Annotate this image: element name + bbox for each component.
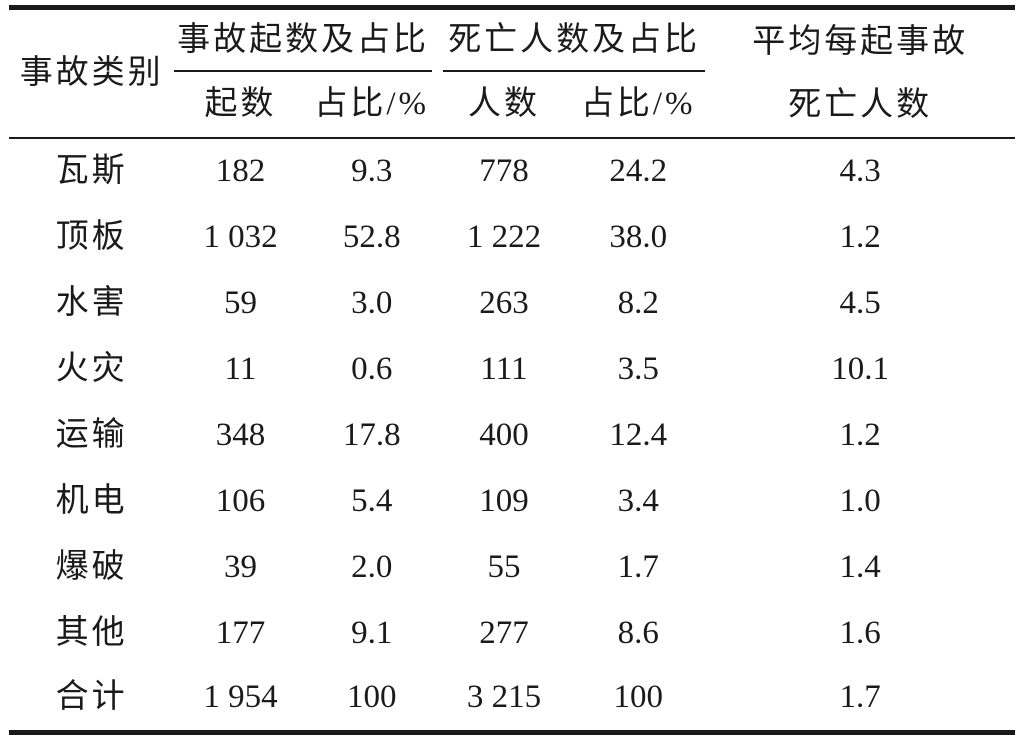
header-avg-line1: 平均每起事故 (752, 23, 969, 60)
cell-deaths-pct: 8.6 (617, 614, 659, 651)
cell-count-pct: 9.3 (351, 153, 393, 189)
cell-count: 39 (223, 548, 257, 585)
cell-avg: 1.2 (839, 416, 881, 453)
cell-deaths: 778 (479, 153, 529, 189)
header-category: 事故类别 (9, 7, 175, 139)
subheader-death-count: 人数 (436, 72, 572, 139)
cell-deaths-pct: 24.2 (609, 153, 668, 189)
header-avg-line2: 死亡人数 (788, 86, 933, 123)
cell-count-pct: 9.1 (351, 614, 393, 651)
cell-count: 1 032 (203, 218, 278, 255)
table-header: 事故类别 事故起数及占比 死亡人数及占比 平均每起事故 死亡人数 起数 占比/%… (9, 7, 1015, 139)
table-row: 爆破 39 2.0 55 1.7 1.4 (9, 534, 1015, 600)
cell-avg: 10.1 (831, 350, 890, 387)
cell-category: 爆破 (55, 548, 128, 585)
cell-count-pct: 52.8 (342, 218, 401, 255)
cell-deaths: 3 215 (466, 679, 542, 716)
table-row: 火灾 11 0.6 111 3.5 10.1 (9, 336, 1015, 402)
cell-category: 水害 (55, 284, 128, 321)
cell-deaths-pct: 3.4 (617, 482, 659, 519)
cell-avg: 1.4 (839, 548, 881, 585)
cell-avg: 1.7 (839, 679, 881, 716)
cell-count: 106 (215, 482, 266, 519)
cell-deaths: 263 (479, 284, 529, 321)
cell-category: 顶板 (55, 218, 128, 255)
cell-count-pct: 17.8 (342, 416, 401, 453)
cell-deaths: 111 (480, 350, 528, 387)
cell-count: 59 (223, 284, 257, 321)
header-group-accidents: 事故起数及占比 (174, 8, 437, 72)
header-group-deaths-label: 死亡人数及占比 (448, 21, 700, 58)
cell-deaths: 277 (479, 614, 529, 651)
cell-count: 1 954 (203, 679, 278, 716)
cell-count: 177 (215, 614, 266, 651)
cell-count: 348 (215, 416, 266, 453)
accident-statistics-table: 事故类别 事故起数及占比 死亡人数及占比 平均每起事故 死亡人数 起数 占比/%… (9, 5, 1015, 735)
cell-count-pct: 5.4 (351, 482, 393, 519)
cell-count-pct: 100 (346, 679, 397, 716)
cell-avg: 4.3 (839, 153, 881, 189)
table-row: 顶板 1 032 52.8 1 222 38.0 1.2 (9, 204, 1015, 270)
header-avg-deaths-per-accident: 平均每起事故 死亡人数 (705, 7, 1015, 139)
cell-avg: 1.2 (839, 218, 881, 255)
table-row: 瓦斯 182 9.3 778 24.2 4.3 (9, 138, 1015, 204)
cell-count-pct: 2.0 (351, 548, 393, 585)
cell-avg: 1.0 (839, 482, 881, 519)
cell-avg: 4.5 (839, 284, 881, 321)
cell-deaths: 109 (479, 482, 529, 519)
table-row: 其他 177 9.1 277 8.6 1.6 (9, 600, 1015, 666)
cell-deaths-pct: 38.0 (609, 218, 668, 255)
table-body: 瓦斯 182 9.3 778 24.2 4.3 顶板 1 032 52.8 1 … (9, 138, 1015, 732)
cell-deaths: 1 222 (466, 218, 542, 255)
cell-category: 其他 (55, 614, 128, 651)
table-row: 运输 348 17.8 400 12.4 1.2 (9, 402, 1015, 468)
header-group-deaths: 死亡人数及占比 (437, 8, 706, 72)
cell-category: 机电 (55, 482, 128, 519)
cell-count: 182 (215, 153, 266, 189)
cell-category: 运输 (55, 416, 128, 453)
subheader-death-pct: 占比/% (571, 72, 706, 139)
header-group-accidents-label: 事故起数及占比 (177, 21, 429, 58)
cell-count-pct: 3.0 (351, 284, 393, 321)
table-row-total: 合计 1 954 100 3 215 100 1.7 (9, 666, 1015, 732)
subheader-accident-count: 起数 (174, 72, 307, 139)
table-row: 机电 106 5.4 109 3.4 1.0 (9, 468, 1015, 534)
cell-deaths: 400 (479, 416, 529, 453)
cell-deaths-pct: 3.5 (617, 350, 659, 387)
cell-category: 瓦斯 (55, 153, 128, 189)
cell-deaths-pct: 8.2 (617, 284, 659, 321)
subheader-accident-pct: 占比/% (306, 72, 437, 139)
cell-avg: 1.6 (839, 614, 881, 651)
table-row: 水害 59 3.0 263 8.2 4.5 (9, 270, 1015, 336)
cell-category: 合计 (55, 679, 128, 716)
cell-deaths-pct: 1.7 (617, 548, 659, 585)
cell-deaths-pct: 12.4 (609, 416, 668, 453)
cell-deaths: 55 (487, 548, 521, 585)
cell-count: 11 (224, 350, 257, 387)
cell-category: 火灾 (55, 350, 128, 387)
cell-deaths-pct: 100 (613, 679, 663, 716)
cell-count-pct: 0.6 (351, 350, 393, 387)
